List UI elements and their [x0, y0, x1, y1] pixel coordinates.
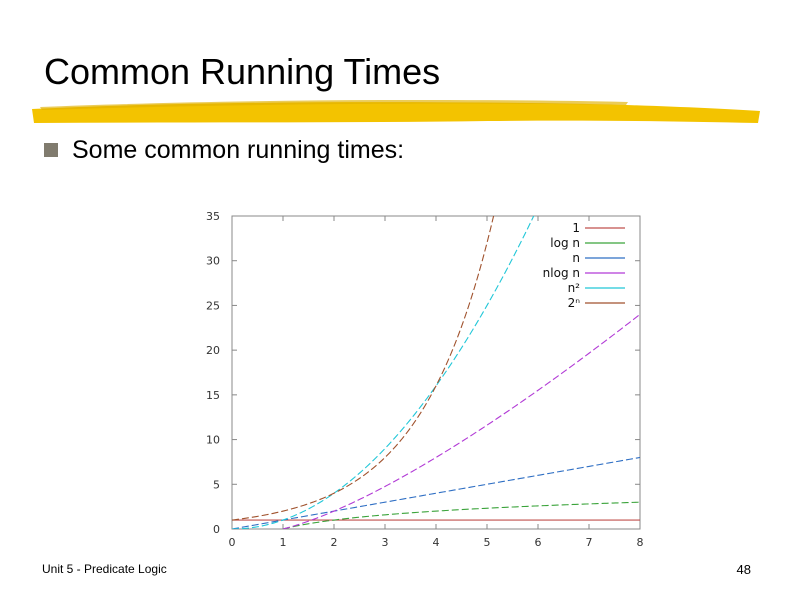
highlighter-stroke-main — [32, 102, 760, 123]
series-line-3 — [282, 313, 640, 529]
y-tick-label: 0 — [213, 523, 220, 536]
y-tick-label: 25 — [206, 299, 220, 312]
x-tick-label: 1 — [280, 536, 287, 549]
legend-label: 1 — [572, 221, 580, 235]
axis-ticks: 0 1 2 3 4 5 6 7 8 0 5 10 15 20 25 30 35 — [206, 210, 644, 549]
bullet-text: Some common running times: — [72, 136, 405, 164]
bullet-row: Some common running times: — [44, 134, 404, 166]
y-tick-label: 10 — [206, 434, 220, 447]
footer-course-label: Unit 5 - Predicate Logic — [42, 562, 167, 576]
y-tick-label: 30 — [206, 255, 220, 268]
x-tick-label: 4 — [433, 536, 440, 549]
series-line-4 — [232, 216, 535, 529]
y-tick-label: 35 — [206, 210, 220, 223]
series-line-1 — [282, 501, 640, 529]
legend-label: log n — [550, 236, 580, 250]
series-line-5 — [232, 216, 495, 521]
series-lines — [232, 216, 640, 529]
x-tick-label: 8 — [637, 536, 644, 549]
x-tick-label: 7 — [586, 536, 593, 549]
series-line-2 — [232, 456, 640, 529]
running-times-chart: 0 1 2 3 4 5 6 7 8 0 5 10 15 20 25 30 35 1 log n n nlog n n² 2… — [190, 200, 650, 555]
legend-label: n² — [568, 281, 581, 295]
x-tick-label: 2 — [331, 536, 338, 549]
slide-title: Common Running Times — [44, 51, 441, 92]
bullet-square-icon — [44, 143, 58, 157]
x-tick-label: 6 — [535, 536, 542, 549]
x-tick-label: 0 — [229, 536, 236, 549]
highlighter-stroke-edge — [40, 99, 628, 110]
y-tick-label: 20 — [206, 344, 220, 357]
legend-label: 2ⁿ — [568, 296, 581, 310]
x-tick-label: 5 — [484, 536, 491, 549]
x-tick-label: 3 — [382, 536, 389, 549]
legend-label: nlog n — [543, 266, 580, 280]
legend-label: n — [572, 251, 580, 265]
title-highlighter-stroke — [32, 99, 760, 123]
y-tick-label: 15 — [206, 389, 220, 402]
y-tick-label: 5 — [213, 478, 220, 491]
page-number: 48 — [736, 562, 751, 577]
